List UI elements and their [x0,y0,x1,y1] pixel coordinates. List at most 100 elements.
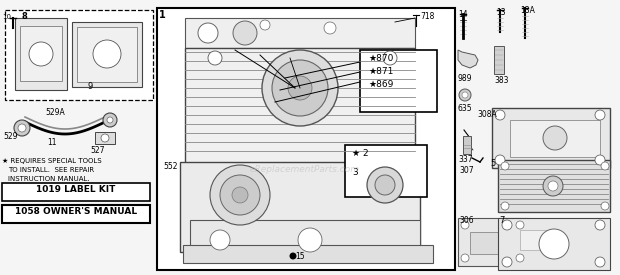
Bar [492,108,610,168]
Bar [2,205,150,223]
Bar [185,18,415,48]
Bar [458,218,528,266]
Circle shape [595,155,605,165]
Circle shape [461,254,469,262]
Circle shape [595,110,605,120]
Bar [360,50,437,112]
Text: INSTRUCTION MANUAL.: INSTRUCTION MANUAL. [8,176,90,182]
Circle shape [375,175,395,195]
Circle shape [595,257,605,267]
Circle shape [501,162,509,170]
Circle shape [495,155,505,165]
Text: 527: 527 [90,146,105,155]
Circle shape [101,134,109,142]
Text: 552: 552 [163,162,177,171]
Bar [5,10,153,100]
Circle shape [501,202,509,210]
Circle shape [107,117,113,123]
Circle shape [459,89,471,101]
Circle shape [210,165,270,225]
Bar [20,26,62,81]
Text: 13: 13 [496,8,506,17]
Text: 635: 635 [458,104,472,113]
Circle shape [502,257,512,267]
Text: ★869: ★869 [368,80,393,89]
Text: 529: 529 [3,132,17,141]
Circle shape [595,220,605,230]
Circle shape [232,187,248,203]
Circle shape [367,167,403,203]
Circle shape [462,92,468,98]
Circle shape [543,176,563,196]
Circle shape [272,60,328,116]
Circle shape [233,21,257,45]
Bar [180,162,420,252]
Circle shape [103,113,117,127]
Text: eReplacementParts.com: eReplacementParts.com [250,165,360,174]
Text: 10: 10 [2,14,11,20]
Bar [520,230,550,250]
Bar [2,183,150,201]
Bar [498,160,610,212]
Text: 1: 1 [159,10,166,20]
Text: 15: 15 [295,252,304,261]
Bar [15,18,67,90]
Bar [183,245,433,263]
Circle shape [198,23,218,43]
Bar [345,145,427,197]
Text: 8: 8 [22,12,28,21]
Circle shape [601,162,609,170]
Text: ★ REQUIRES SPECIAL TOOLS: ★ REQUIRES SPECIAL TOOLS [2,158,102,164]
Bar [470,232,505,254]
Circle shape [601,202,609,210]
Text: ★870: ★870 [368,54,393,63]
Text: 1019 LABEL KIT: 1019 LABEL KIT [37,185,116,194]
Bar [185,48,415,163]
Text: 5: 5 [490,159,495,168]
Circle shape [383,51,397,65]
Circle shape [93,40,121,68]
Text: 1058 OWNER'S MANUAL: 1058 OWNER'S MANUAL [15,207,137,216]
Bar [95,132,115,144]
Text: 7: 7 [499,216,505,225]
Text: ★ 2: ★ 2 [352,149,369,158]
Circle shape [516,221,524,229]
Text: 307: 307 [459,166,474,175]
Text: 529A: 529A [45,108,65,117]
Polygon shape [458,50,478,68]
Text: 13A: 13A [520,6,535,15]
Text: 383: 383 [494,76,508,85]
Circle shape [461,221,469,229]
Text: ★871: ★871 [368,67,393,76]
Text: 11: 11 [47,138,56,147]
Circle shape [210,230,230,250]
Text: 3: 3 [352,168,358,177]
Bar [190,220,420,260]
Circle shape [298,228,322,252]
Bar [510,120,600,157]
Circle shape [495,110,505,120]
Circle shape [539,229,569,259]
Text: 306: 306 [459,216,474,225]
Text: 718: 718 [420,12,435,21]
Bar [463,136,471,154]
Text: 989: 989 [458,74,472,83]
Circle shape [18,124,26,132]
Text: 337: 337 [458,155,472,164]
Circle shape [262,50,338,126]
Circle shape [548,181,558,191]
Bar [72,22,142,87]
Circle shape [29,42,53,66]
Circle shape [516,254,524,262]
Bar [494,46,504,74]
Circle shape [220,175,260,215]
Bar [157,8,455,270]
Circle shape [543,126,567,150]
Circle shape [324,22,336,34]
Text: 14: 14 [458,10,467,19]
Circle shape [288,76,312,100]
Bar [77,27,137,82]
Text: 308A: 308A [477,110,497,119]
Circle shape [14,120,30,136]
Bar [498,218,610,270]
